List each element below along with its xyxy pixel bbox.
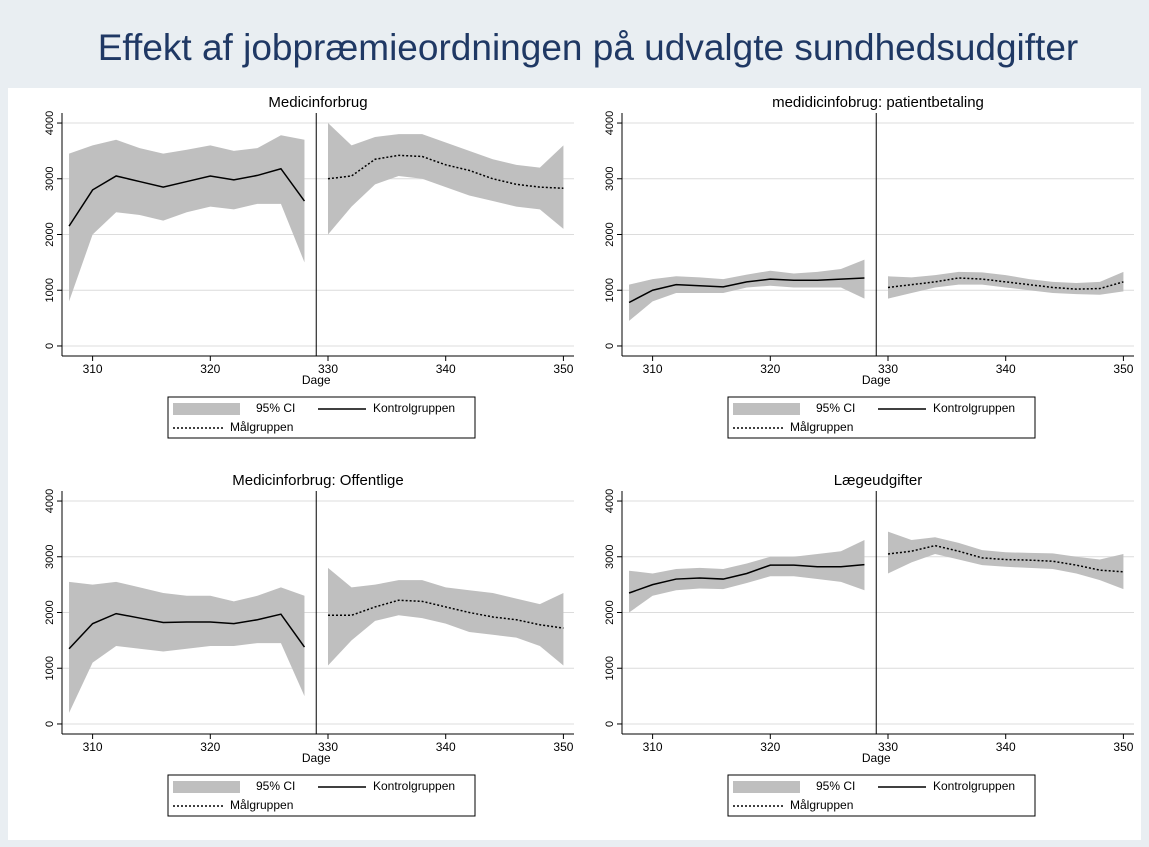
y-tick-label: 0 [44, 721, 56, 727]
ci-band [888, 531, 1124, 590]
series-line [887, 544, 1124, 573]
y-tick-label: 4000 [44, 111, 56, 135]
legend-swatch [733, 781, 800, 793]
ci-band [328, 567, 564, 666]
series-line [68, 167, 306, 227]
x-tick-label: 320 [760, 740, 780, 754]
x-tick-label: 350 [553, 740, 573, 754]
ci-band [328, 123, 564, 235]
y-tick-label: 0 [604, 343, 616, 349]
ci-band [629, 540, 865, 613]
y-tick-label: 3000 [44, 167, 56, 191]
panel-title: Medicinforbrug [268, 94, 367, 111]
page-title: Effekt af jobpræmieordningen på udvalgte… [98, 27, 1078, 68]
x-tick-label: 340 [436, 740, 456, 754]
x-tick-label: 320 [200, 362, 220, 376]
series-line [68, 612, 306, 650]
legend-label: Målgruppen [230, 798, 293, 812]
x-tick-label: 320 [760, 362, 780, 376]
x-tick-label: 330 [318, 362, 338, 376]
y-tick-label: 0 [44, 343, 56, 349]
x-axis-label: Dage [302, 373, 331, 387]
graph-region [8, 88, 1141, 840]
series-line [628, 277, 865, 304]
panel: Lægeudgifter 0 1000 2000 3000 4000 310 320 330 34… [604, 472, 1134, 817]
y-tick-label: 1000 [44, 278, 56, 302]
x-tick-label: 310 [643, 740, 663, 754]
x-tick-label: 330 [878, 740, 898, 754]
y-tick-label: 4000 [604, 489, 616, 513]
series-line [628, 563, 865, 594]
x-tick-label: 310 [83, 362, 103, 376]
legend-label: Kontrolgruppen [933, 779, 1015, 793]
ci-band [888, 271, 1124, 299]
y-tick-label: 2000 [604, 222, 616, 246]
series-line [328, 599, 564, 629]
legend-label: Målgruppen [790, 798, 853, 812]
x-tick-label: 330 [878, 362, 898, 376]
x-tick-label: 330 [318, 740, 338, 754]
legend-swatch [733, 403, 800, 415]
y-tick-label: 2000 [44, 222, 56, 246]
y-tick-label: 2000 [44, 600, 56, 624]
series-line [887, 277, 1124, 290]
y-tick-label: 1000 [44, 656, 56, 680]
x-tick-label: 350 [1113, 740, 1133, 754]
y-tick-label: 1000 [604, 278, 616, 302]
series-line [327, 154, 564, 189]
legend-label: Målgruppen [230, 420, 293, 434]
legend-label: Kontrolgruppen [373, 779, 455, 793]
y-tick-label: 4000 [44, 489, 56, 513]
x-axis-label: Dage [862, 373, 891, 387]
x-tick-label: 320 [200, 740, 220, 754]
x-tick-label: 340 [996, 362, 1016, 376]
x-tick-label: 350 [553, 362, 573, 376]
legend-label: 95% CI [256, 401, 295, 415]
panel-title: Medicinforbrug: Offentlige [232, 472, 403, 489]
legend-label: 95% CI [816, 401, 855, 415]
y-tick-label: 3000 [44, 545, 56, 569]
y-tick-label: 3000 [604, 167, 616, 191]
y-tick-label: 4000 [604, 111, 616, 135]
legend-label: Kontrolgruppen [373, 401, 455, 415]
x-tick-label: 310 [643, 362, 663, 376]
y-tick-label: 2000 [604, 600, 616, 624]
legend-swatch [173, 781, 240, 793]
x-axis-label: Dage [862, 751, 891, 765]
y-tick-label: 0 [604, 721, 616, 727]
legend-label: Kontrolgruppen [933, 401, 1015, 415]
legend-label: 95% CI [816, 779, 855, 793]
y-tick-label: 3000 [604, 545, 616, 569]
panel: medidicinfobrug: patientbetaling 0 1000 200… [604, 94, 1134, 439]
x-axis-label: Dage [302, 751, 331, 765]
panel-title: medidicinfobrug: patientbetaling [772, 94, 984, 111]
panel-title: Lægeudgifter [834, 472, 922, 489]
ci-band [629, 259, 865, 321]
y-tick-label: 1000 [604, 656, 616, 680]
ci-band [69, 135, 305, 302]
legend-label: Målgruppen [790, 420, 853, 434]
ci-band [69, 581, 305, 713]
x-tick-label: 350 [1113, 362, 1133, 376]
legend-swatch [173, 403, 240, 415]
x-tick-label: 340 [996, 740, 1016, 754]
x-tick-label: 340 [436, 362, 456, 376]
x-tick-label: 310 [83, 740, 103, 754]
legend-label: 95% CI [256, 779, 295, 793]
panel: Medicinforbrug 0 1000 2000 3000 4000 310 320 330… [44, 94, 574, 439]
panel: Medicinforbrug: Offentlige 0 1000 2000 3000 4… [44, 472, 574, 817]
